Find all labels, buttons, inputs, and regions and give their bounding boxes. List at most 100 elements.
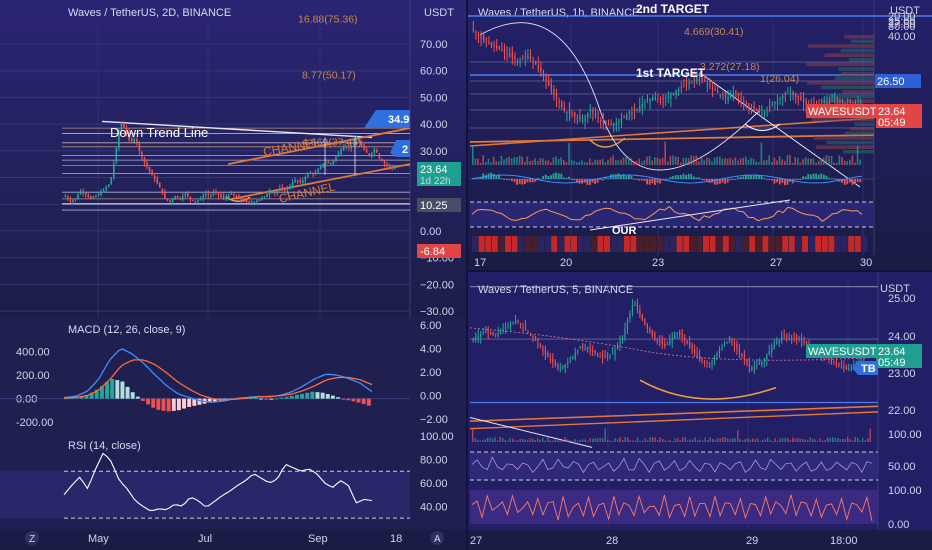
tr-volume-bar	[747, 159, 750, 165]
tr-volume-profile	[820, 85, 874, 90]
left-candle-body	[176, 195, 179, 198]
tr-osc1-bar	[812, 173, 815, 179]
tr-osc1-bar	[797, 179, 799, 180]
tr-candle-body	[584, 115, 586, 122]
tr-osc1-bar	[685, 175, 687, 179]
tr-volume-bar	[778, 155, 781, 165]
tr-volume-bar	[752, 158, 755, 165]
bottom-right-chart[interactable]: Waves / TetherUS, 5, BINANCE USDT 25.002…	[468, 272, 932, 550]
tr-candle-body	[748, 102, 750, 106]
tr-title: Waves / TetherUS, 1h, BINANCE	[478, 7, 639, 19]
left-x-tick: Sep	[308, 533, 328, 545]
left-candle-body	[347, 145, 350, 148]
zoom-reset-icon[interactable]	[25, 531, 39, 545]
left-candle-body	[184, 193, 187, 196]
tr-candle-body	[589, 110, 591, 112]
br-volume-bar	[862, 437, 864, 442]
tr-osc1-bar	[695, 177, 698, 179]
tr-osc1-bar	[760, 176, 763, 179]
tr-volume-bar	[745, 156, 747, 165]
br-volume-bar	[652, 437, 654, 442]
left-candle-body	[181, 196, 184, 200]
tr-heat-cell	[749, 236, 756, 252]
macd-y-tick: 400.00	[16, 347, 50, 359]
tr-osc1-bar	[594, 179, 596, 184]
tr-candle-body	[841, 101, 844, 103]
br-candle-body	[731, 339, 733, 343]
tr-candle-body	[800, 96, 802, 101]
callout-2	[390, 140, 410, 157]
br-volume-bar	[744, 439, 746, 442]
br-volume-bar	[597, 438, 599, 442]
br-volume-bar	[679, 440, 681, 442]
tr-osc1-bar	[539, 179, 542, 180]
tr-volume-bar	[625, 157, 627, 165]
left-candle-body	[256, 200, 258, 203]
tr-volume-bar	[490, 162, 492, 165]
br-volume-bar	[582, 439, 584, 442]
tr-osc1-bar	[794, 179, 797, 180]
macd-hist-bar	[346, 398, 351, 401]
tr-osc1-bar	[817, 174, 820, 179]
br-candle-body	[616, 344, 619, 349]
br-volume-bar	[729, 439, 731, 442]
br-candle-body	[659, 340, 661, 343]
top-right-chart[interactable]: Waves / TetherUS, 1h, BINANCE USDT 4.669…	[468, 0, 932, 270]
br-candle-body	[532, 336, 534, 339]
tr-osc1-bar	[638, 179, 641, 181]
tr-volume-bar	[612, 155, 614, 165]
br-candle-body	[840, 366, 842, 368]
br-channel-upper	[469, 405, 879, 422]
tr-osc1-bar	[781, 179, 784, 183]
macd-right-tick: 4.00	[420, 344, 441, 356]
tr-candle-body	[657, 98, 659, 100]
left-candle-body	[368, 153, 370, 156]
br-candle-body	[537, 342, 539, 344]
tr-volume-bar	[607, 159, 609, 165]
left-candle-body	[324, 161, 327, 164]
tr-heat-cell	[782, 236, 789, 252]
tr-candle-body	[750, 106, 753, 108]
br-candle-body	[786, 335, 788, 337]
macd-title: MACD (12, 26, close, 9)	[68, 324, 185, 336]
br-candle-body	[664, 343, 666, 346]
br-volume-bar	[804, 439, 806, 442]
br-volume-bar	[714, 439, 716, 442]
br-candle-body	[716, 353, 718, 357]
tr-volume-bar	[820, 159, 822, 165]
tr-candle-body	[506, 52, 508, 54]
tr-volume-profile	[824, 53, 874, 57]
br-candle-body	[681, 334, 683, 338]
br-content: 25.00 24.00 23.00 22.00 100.00 50.00 100.00 0.0…	[468, 272, 932, 550]
tr-volume-bar	[635, 160, 638, 165]
macd-hist-bar	[156, 398, 161, 410]
br-volume-bar	[834, 437, 836, 442]
br-volume-bar	[494, 437, 496, 442]
tr-osc1-line	[471, 174, 863, 184]
tr-osc1-bar	[849, 179, 851, 183]
br-candle-body	[656, 340, 658, 342]
left-candle-body	[281, 187, 284, 190]
left-main-chart[interactable]: Waves / TetherUS, 2D, BINANCE USDT 16.88…	[0, 0, 466, 529]
br-volume-bar	[584, 439, 586, 442]
tr-volume-bar	[609, 157, 612, 165]
tr-osc1-bar	[648, 179, 651, 185]
auto-scale-icon[interactable]	[430, 531, 444, 545]
br-candle-body	[577, 349, 579, 352]
br-volume-bar	[849, 439, 851, 442]
macd-hist-bar	[105, 381, 109, 399]
left-rsi-panel[interactable]: RSI (14, close) 100.00 80.00 60.00 40.00	[0, 431, 466, 529]
tr-candle-body	[566, 111, 568, 113]
br-candle-body	[497, 332, 499, 336]
tr-volume-bar	[555, 156, 557, 165]
tr-volume-bar	[685, 157, 687, 165]
tr-volume-bar	[667, 161, 669, 165]
tr-volume-bar	[724, 158, 726, 165]
left-macd-panel[interactable]: MACD (12, 26, close, 9) 400.00 200.00 0.00…	[0, 317, 466, 432]
tr-candle-body	[789, 93, 792, 95]
macd-hist-bar	[79, 396, 84, 399]
macd-hist-bar	[141, 398, 145, 401]
macd-hist-bar	[125, 386, 130, 399]
left-candle-body	[258, 199, 261, 201]
macd-hist-bar	[212, 398, 217, 402]
